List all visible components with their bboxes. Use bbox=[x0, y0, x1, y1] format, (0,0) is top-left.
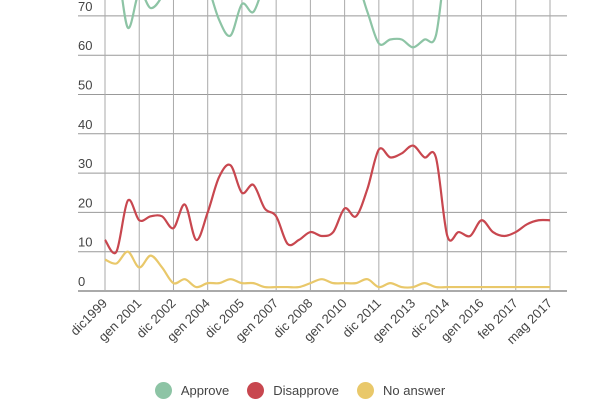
y-tick-label: 70 bbox=[78, 0, 92, 14]
legend-swatch-disapprove bbox=[247, 382, 265, 399]
legend-label-disapprove: Disapprove bbox=[273, 383, 340, 398]
y-tick-label: 40 bbox=[78, 117, 92, 132]
legend-label-no-answer: No answer bbox=[383, 383, 446, 398]
series-line-disapprove bbox=[104, 144, 551, 255]
y-tick-label: 10 bbox=[78, 235, 92, 250]
legend-swatch-no-answer bbox=[357, 382, 375, 399]
legend-item-disapprove[interactable]: Disapprove bbox=[247, 382, 339, 399]
legend-item-no-answer[interactable]: No answer bbox=[357, 382, 445, 399]
legend-swatch-approve bbox=[154, 382, 172, 399]
legend-label-approve: Approve bbox=[180, 383, 230, 398]
y-tick-label: 50 bbox=[78, 78, 92, 93]
y-tick-label: 20 bbox=[78, 195, 92, 210]
series-line-approve bbox=[121, 0, 443, 49]
legend: Approve Disapprove No answer bbox=[0, 382, 600, 399]
y-tick-label: 0 bbox=[78, 274, 85, 289]
series-line-no-answer bbox=[104, 250, 550, 289]
y-tick-label: 30 bbox=[78, 156, 92, 171]
y-tick-label: 60 bbox=[78, 38, 92, 53]
legend-item-approve[interactable]: Approve bbox=[154, 382, 230, 399]
